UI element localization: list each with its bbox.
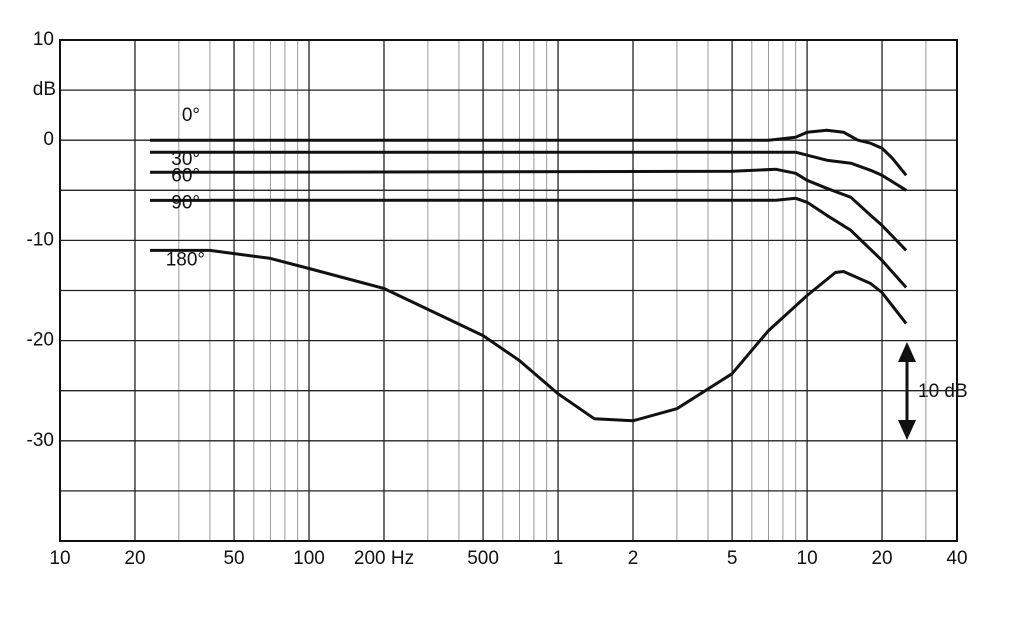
- plot-frame: [59, 39, 958, 542]
- x-tick-label: 2: [628, 548, 639, 569]
- x-tick-label: 40: [946, 548, 967, 569]
- series-line: [209, 128, 908, 177]
- series-label: 60°: [171, 165, 200, 186]
- y-tick-label: 10: [33, 29, 54, 50]
- series-label: 90°: [171, 192, 200, 213]
- x-tick-label: 500: [467, 548, 499, 569]
- series-label: 180°: [166, 249, 205, 270]
- y-tick-label: 0: [43, 129, 54, 150]
- x-tick-label: 20: [124, 548, 145, 569]
- series-line: [209, 150, 907, 192]
- series-line: [209, 196, 908, 289]
- arrow-head: [898, 420, 916, 440]
- x-tick-label: 20: [871, 548, 892, 569]
- series-line: [209, 167, 908, 252]
- x-tick-label: 10: [49, 548, 70, 569]
- x-tick-label: 10: [797, 548, 818, 569]
- arrow-head: [898, 342, 916, 362]
- x-tick-label: 50: [223, 548, 244, 569]
- series-label: 0°: [182, 105, 200, 126]
- y-tick-label: -20: [27, 330, 54, 351]
- x-tick-label: 1: [553, 548, 564, 569]
- series-line: [209, 248, 908, 423]
- x-tick-label: 100: [293, 548, 325, 569]
- x-tick-label: 200 Hz: [354, 548, 414, 569]
- x-tick-label: 5: [727, 548, 738, 569]
- series-label: 30°: [171, 149, 200, 170]
- y-axis-label: dB: [33, 79, 56, 100]
- annotation: 10 dB: [918, 381, 968, 402]
- y-tick-label: -10: [27, 229, 54, 250]
- y-tick-label: -30: [27, 430, 54, 451]
